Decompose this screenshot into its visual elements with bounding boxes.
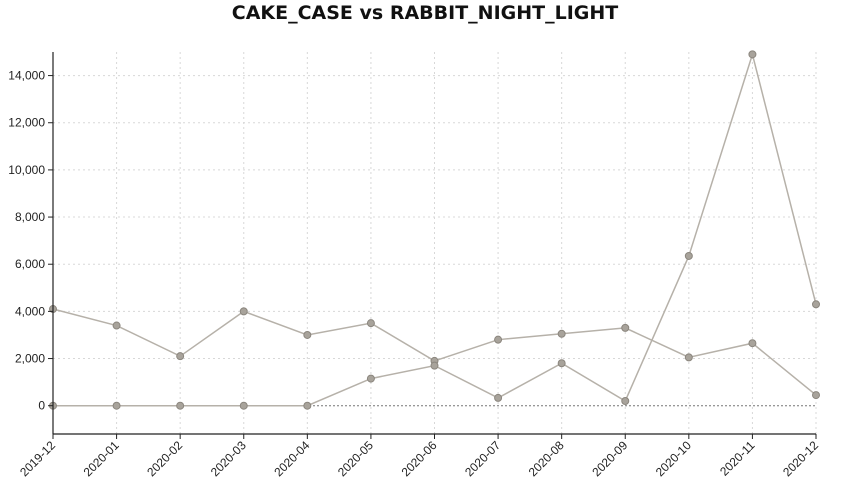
chart-title: CAKE_CASE vs RABBIT_NIGHT_LIGHT bbox=[231, 2, 619, 24]
data-point[interactable] bbox=[239, 307, 248, 316]
data-point[interactable] bbox=[812, 300, 820, 309]
data-point[interactable] bbox=[303, 330, 312, 339]
data-point[interactable] bbox=[366, 319, 375, 328]
data-point[interactable] bbox=[239, 401, 248, 410]
x-tick-label: 2020-05 bbox=[335, 438, 376, 479]
x-tick-label: 2019-12 bbox=[17, 438, 58, 479]
data-point[interactable] bbox=[684, 251, 693, 260]
series-1 bbox=[49, 305, 820, 400]
x-tick-label: 2020-08 bbox=[526, 438, 567, 479]
data-point[interactable] bbox=[684, 353, 693, 362]
data-point[interactable] bbox=[748, 50, 757, 59]
data-point[interactable] bbox=[112, 401, 121, 410]
y-tick-label: 2,000 bbox=[15, 352, 45, 366]
x-tick-label: 2020-06 bbox=[399, 438, 440, 479]
y-tick-label: 14,000 bbox=[8, 69, 45, 83]
data-point[interactable] bbox=[494, 335, 503, 344]
data-point[interactable] bbox=[176, 352, 185, 361]
y-tick-label: 10,000 bbox=[8, 163, 45, 177]
data-point[interactable] bbox=[112, 321, 121, 330]
data-point[interactable] bbox=[748, 339, 757, 348]
x-axis-ticks: 2019-12 2020-01 2020-02 2020-03 2020-04 2020-… bbox=[17, 434, 821, 479]
data-point[interactable] bbox=[494, 393, 503, 402]
y-tick-label: 6,000 bbox=[15, 257, 45, 271]
x-tick-label: 2020-12 bbox=[780, 438, 821, 479]
series-group bbox=[49, 50, 820, 410]
data-point[interactable] bbox=[176, 401, 185, 410]
data-point[interactable] bbox=[303, 401, 312, 410]
x-tick-label: 2020-10 bbox=[653, 438, 694, 479]
x-tick-label: 2020-01 bbox=[81, 438, 122, 479]
y-tick-label: 12,000 bbox=[8, 116, 45, 130]
series-2 bbox=[49, 50, 820, 410]
grid bbox=[53, 52, 817, 434]
x-tick-label: 2020-04 bbox=[271, 438, 312, 479]
y-tick-label: 4,000 bbox=[15, 304, 45, 318]
data-point[interactable] bbox=[812, 391, 820, 400]
y-tick-label: 8,000 bbox=[15, 210, 45, 224]
x-tick-label: 2020-02 bbox=[144, 438, 185, 479]
y-tick-label: 0 bbox=[38, 399, 45, 413]
x-tick-label: 2020-09 bbox=[589, 438, 630, 479]
data-point[interactable] bbox=[621, 323, 630, 332]
x-tick-label: 2020-03 bbox=[208, 438, 249, 479]
data-point[interactable] bbox=[557, 359, 566, 368]
data-point[interactable] bbox=[557, 329, 566, 338]
data-point[interactable] bbox=[366, 374, 375, 383]
data-point[interactable] bbox=[430, 361, 439, 370]
x-tick-label: 2020-07 bbox=[462, 438, 503, 479]
data-point[interactable] bbox=[621, 396, 630, 405]
y-axis-ticks: 0 2,000 4,000 6,000 8,000 10,000 12,000 14,000 bbox=[8, 69, 53, 413]
x-tick-label: 2020-11 bbox=[717, 438, 758, 479]
